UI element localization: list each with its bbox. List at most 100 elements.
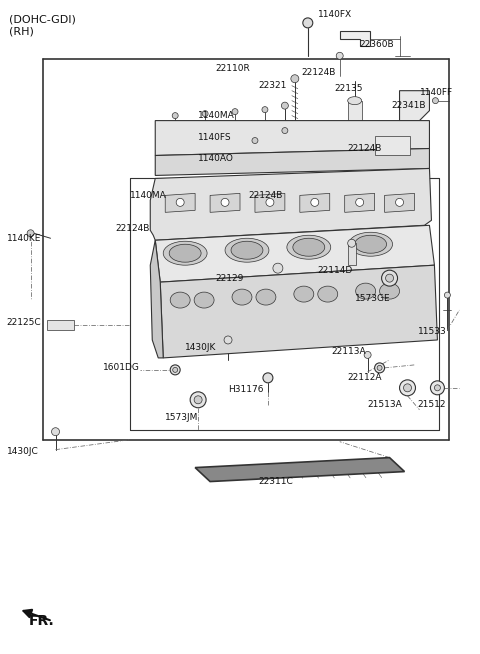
Ellipse shape: [318, 286, 338, 302]
Text: 22321: 22321: [258, 81, 287, 90]
Ellipse shape: [356, 283, 376, 299]
Ellipse shape: [348, 97, 361, 105]
Polygon shape: [300, 194, 330, 213]
Text: 1140AO: 1140AO: [198, 154, 234, 163]
Text: 22360B: 22360B: [360, 41, 394, 49]
Circle shape: [266, 198, 274, 207]
Circle shape: [173, 368, 178, 372]
Circle shape: [282, 128, 288, 133]
Text: 21513A: 21513A: [368, 400, 402, 409]
Circle shape: [434, 385, 441, 391]
Text: 1140KE: 1140KE: [7, 233, 41, 243]
Circle shape: [374, 363, 384, 373]
Circle shape: [263, 373, 273, 383]
Ellipse shape: [294, 286, 314, 302]
Ellipse shape: [232, 289, 252, 305]
Text: 1140MA: 1140MA: [198, 111, 235, 120]
Text: 1601DG: 1601DG: [103, 364, 140, 372]
Ellipse shape: [194, 292, 214, 308]
Circle shape: [252, 137, 258, 143]
Text: 22124B: 22124B: [348, 144, 382, 153]
Ellipse shape: [256, 289, 276, 305]
Circle shape: [190, 392, 206, 407]
Polygon shape: [255, 194, 285, 213]
Text: 22135: 22135: [335, 84, 363, 93]
Text: 22124B: 22124B: [115, 224, 150, 233]
Ellipse shape: [225, 238, 269, 262]
Bar: [374, 135, 409, 156]
Text: (DOHC-GDI): (DOHC-GDI): [9, 15, 75, 25]
Circle shape: [336, 52, 343, 60]
Text: 1140FS: 1140FS: [198, 133, 232, 142]
Circle shape: [202, 111, 208, 116]
Circle shape: [262, 107, 268, 112]
Text: (RH): (RH): [9, 27, 34, 37]
Circle shape: [431, 381, 444, 395]
Circle shape: [303, 18, 313, 28]
Circle shape: [364, 351, 371, 358]
Text: 1430JK: 1430JK: [185, 343, 216, 353]
Ellipse shape: [348, 232, 393, 256]
Text: 22113A: 22113A: [332, 347, 366, 356]
Circle shape: [348, 239, 356, 247]
Bar: [245, 175, 273, 192]
Text: 1140FF: 1140FF: [420, 88, 453, 97]
Circle shape: [432, 97, 438, 103]
Ellipse shape: [380, 283, 399, 299]
Text: 22124B: 22124B: [302, 68, 336, 77]
Circle shape: [221, 198, 229, 207]
Circle shape: [232, 109, 238, 114]
Polygon shape: [340, 31, 370, 46]
Text: H31176: H31176: [228, 385, 264, 394]
Circle shape: [170, 365, 180, 375]
Text: 22112A: 22112A: [348, 373, 382, 383]
Bar: [348, 243, 356, 265]
Ellipse shape: [355, 235, 386, 253]
Text: 22129: 22129: [215, 273, 243, 283]
Polygon shape: [150, 169, 432, 240]
Ellipse shape: [170, 292, 190, 308]
Polygon shape: [155, 148, 430, 175]
Text: 1140FX: 1140FX: [318, 10, 352, 20]
Circle shape: [176, 198, 184, 207]
Text: 11533: 11533: [418, 328, 446, 337]
Circle shape: [356, 198, 364, 207]
Text: 1140MA: 1140MA: [130, 191, 167, 200]
Text: 1573JM: 1573JM: [165, 413, 199, 422]
Circle shape: [404, 384, 411, 392]
Polygon shape: [399, 91, 430, 120]
Text: FR.: FR.: [29, 614, 54, 628]
Circle shape: [377, 366, 382, 370]
Text: 22124B: 22124B: [248, 191, 282, 200]
Circle shape: [385, 274, 394, 282]
Ellipse shape: [169, 244, 201, 262]
Polygon shape: [155, 120, 430, 156]
Circle shape: [396, 198, 404, 207]
Ellipse shape: [293, 238, 325, 256]
Circle shape: [172, 112, 178, 118]
Text: 22311C: 22311C: [258, 477, 293, 486]
Ellipse shape: [231, 241, 263, 259]
Polygon shape: [165, 194, 195, 213]
Circle shape: [311, 198, 319, 207]
Text: 1430JC: 1430JC: [7, 447, 38, 456]
Circle shape: [444, 292, 450, 298]
Text: 21512: 21512: [418, 400, 446, 409]
Bar: [155, 220, 185, 238]
Circle shape: [51, 428, 60, 436]
Polygon shape: [384, 194, 415, 213]
Polygon shape: [195, 458, 405, 481]
Text: 22341B: 22341B: [392, 101, 426, 110]
Polygon shape: [155, 225, 434, 282]
Circle shape: [399, 380, 416, 396]
Bar: [47, 320, 74, 330]
Text: 22125C: 22125C: [7, 317, 41, 326]
Circle shape: [291, 75, 299, 82]
Polygon shape: [150, 240, 163, 358]
Text: 22110R: 22110R: [215, 64, 250, 73]
Ellipse shape: [163, 241, 207, 265]
Circle shape: [194, 396, 202, 404]
Circle shape: [224, 336, 232, 344]
Text: 1573GE: 1573GE: [355, 294, 390, 303]
Text: 22114D: 22114D: [318, 266, 353, 275]
